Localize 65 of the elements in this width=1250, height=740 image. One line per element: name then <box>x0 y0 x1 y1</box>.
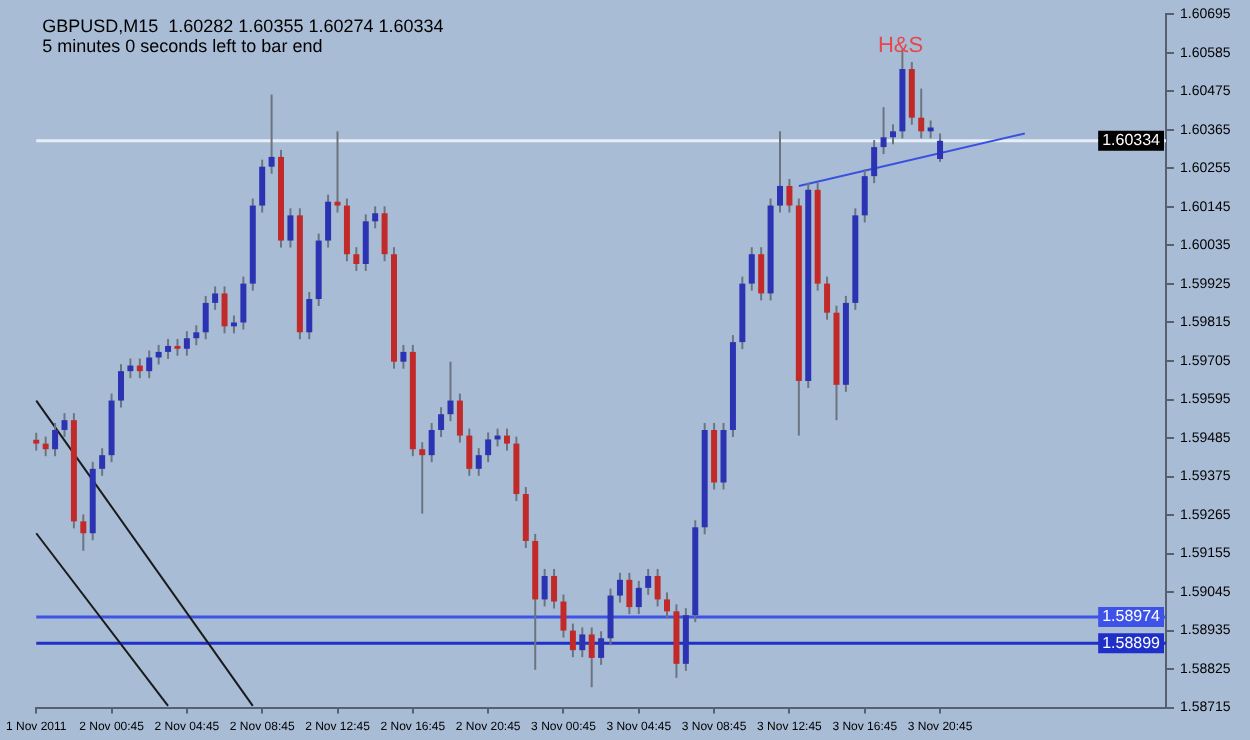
candlestick <box>428 421 435 464</box>
candlestick <box>362 213 369 273</box>
candlestick <box>616 571 623 604</box>
candlestick <box>588 626 595 689</box>
annotation: H&S <box>877 34 924 59</box>
candlestick <box>400 343 407 370</box>
candlestick <box>824 275 831 321</box>
candlestick <box>259 158 266 214</box>
candlestick <box>786 177 793 214</box>
ref-line-label: 1.60334 <box>1102 131 1162 150</box>
candlestick <box>626 571 633 616</box>
candlestick <box>268 93 275 175</box>
candlestick <box>202 294 209 341</box>
candlestick <box>117 363 124 409</box>
candlestick <box>918 87 925 140</box>
candlestick <box>456 392 463 444</box>
candlestick <box>353 246 360 273</box>
candlestick <box>287 207 294 249</box>
candlestick <box>80 513 87 552</box>
candlestick <box>598 630 605 666</box>
candlestick <box>52 421 59 458</box>
candlestick <box>183 330 190 357</box>
candlestick <box>503 427 510 452</box>
candlestick <box>880 106 887 156</box>
candlestick <box>212 285 219 311</box>
candlestick <box>306 291 313 341</box>
candlestick <box>221 285 228 335</box>
candlestick <box>193 324 200 347</box>
candlestick <box>447 360 454 423</box>
candlestick <box>560 593 567 639</box>
candlestick <box>861 168 868 224</box>
candlestick <box>777 130 783 214</box>
candlestick <box>419 441 426 515</box>
candlestick <box>475 447 482 477</box>
candlestick <box>240 275 247 331</box>
candlestick <box>551 567 558 610</box>
candlestick <box>334 130 341 214</box>
candlestick <box>372 205 379 230</box>
candlestick <box>165 337 172 360</box>
candlestick <box>61 412 68 438</box>
candlestick <box>99 447 106 477</box>
candlestick <box>579 626 586 659</box>
ref-line-label: 1.58974 <box>1102 607 1162 626</box>
ref-line-label: 1.58899 <box>1102 633 1162 652</box>
chart-title: GBPUSD,M15 1.60282 1.60355 1.60274 1.60334 <box>42 16 444 37</box>
candlestick <box>871 139 878 185</box>
candlestick <box>645 567 652 596</box>
candlestick <box>485 431 492 464</box>
candlestick <box>522 486 529 549</box>
candlestick <box>664 591 671 620</box>
candlestick <box>889 123 896 146</box>
candlestick <box>748 246 755 292</box>
candlestick <box>607 587 614 647</box>
candlestick <box>325 193 332 249</box>
candlestick <box>146 349 153 380</box>
candlestick <box>654 567 661 608</box>
candlestick <box>466 427 473 477</box>
candlestick <box>635 579 642 616</box>
candlestick <box>541 567 548 608</box>
candlestick <box>438 406 445 438</box>
candlestick <box>758 246 765 302</box>
candlestick <box>381 205 388 263</box>
candlestick <box>937 132 944 163</box>
text: 5 minutes 0 seconds left to bar end <box>42 36 323 57</box>
candlestick <box>569 622 576 659</box>
